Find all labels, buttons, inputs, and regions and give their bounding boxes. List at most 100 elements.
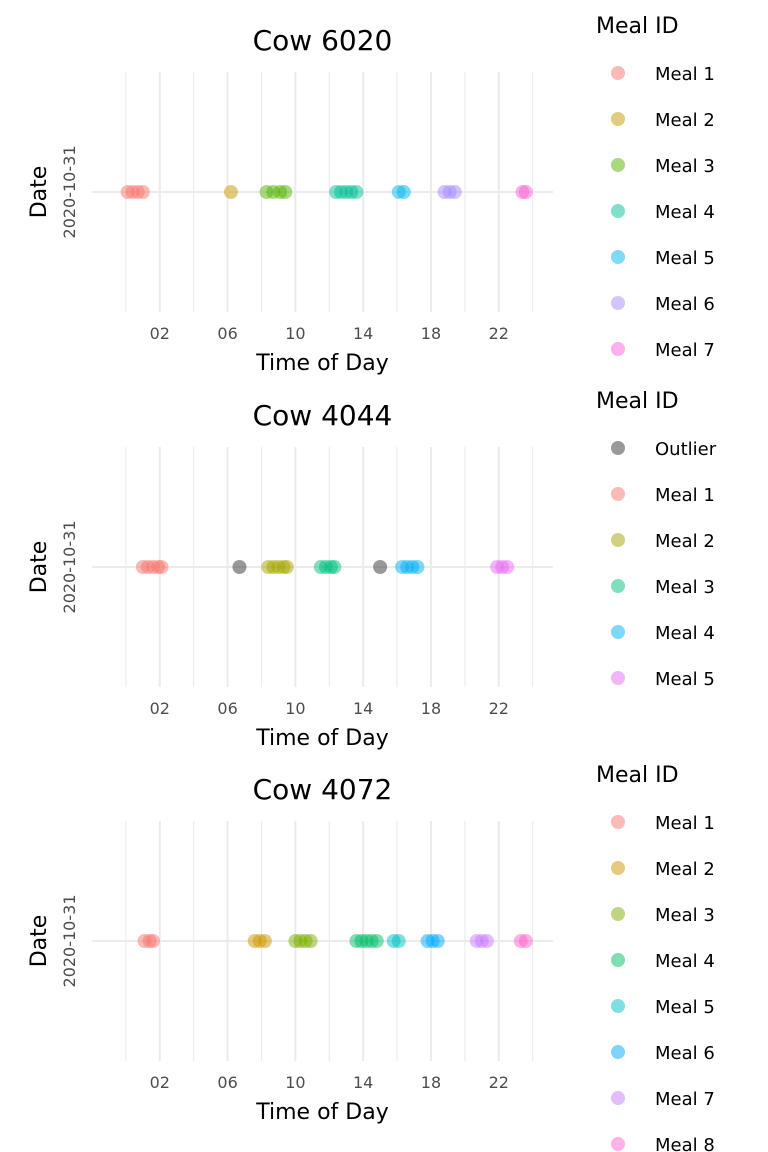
legend-label: Meal 2	[655, 531, 715, 552]
point-meal-8	[518, 934, 533, 948]
y-axis-title: Date	[27, 541, 52, 594]
legend-title: Meal ID	[596, 14, 679, 39]
legend-label: Meal 5	[655, 997, 715, 1018]
y-tick-label: 2020-10-31	[60, 895, 79, 988]
point-meal-6	[430, 934, 445, 948]
chart-title: Cow 4072	[253, 773, 393, 806]
legend-marker	[611, 953, 625, 967]
legend-label: Meal 2	[655, 110, 715, 131]
x-axis-title: Time of Day	[255, 726, 388, 751]
chart-title: Cow 4044	[253, 399, 393, 432]
legend-marker	[611, 907, 625, 921]
point-outlier	[232, 560, 247, 574]
y-axis-title: Date	[27, 915, 52, 968]
x-tick-label: 18	[421, 699, 441, 718]
legend-label: Meal 3	[655, 905, 715, 926]
legend-marker	[611, 487, 625, 501]
legend-label: Meal 3	[655, 577, 715, 598]
grid-lines	[92, 72, 553, 312]
x-tick-label: 22	[489, 324, 509, 343]
legend-marker	[611, 579, 625, 593]
x-tick-label: 14	[353, 699, 373, 718]
legend-label: Meal 5	[655, 669, 715, 690]
legend: Meal ID Outlier Meal 1 Meal 2 Meal 3 Meal 4 Me…	[596, 389, 717, 690]
x-tick-label: 18	[421, 324, 441, 343]
legend-label: Outlier	[655, 439, 717, 460]
point-meal-5	[500, 560, 515, 574]
legend-marker	[611, 112, 625, 126]
point-meal-6	[447, 185, 462, 199]
point-meal-5	[391, 934, 406, 948]
legend-marker	[611, 1045, 625, 1059]
x-tick-label: 10	[285, 324, 305, 343]
legend-marker	[611, 66, 625, 80]
legend-marker	[611, 999, 625, 1013]
data-points	[137, 934, 533, 948]
x-tick-label: 06	[217, 324, 237, 343]
point-meal-2	[279, 560, 294, 574]
data-points	[120, 185, 533, 199]
data-points	[135, 560, 515, 574]
y-tick-label: 2020-10-31	[60, 146, 79, 239]
legend-label: Meal 6	[655, 294, 715, 315]
legend-label: Meal 1	[655, 64, 715, 85]
legend-label: Meal 3	[655, 156, 715, 177]
x-axis-title: Time of Day	[255, 351, 388, 376]
legend-label: Meal 4	[655, 202, 715, 223]
legend-label: Meal 6	[655, 1043, 715, 1064]
legend-marker	[611, 815, 625, 829]
x-tick-label: 14	[353, 1073, 373, 1092]
point-meal-1	[154, 560, 169, 574]
y-axis-title: Date	[27, 166, 52, 219]
point-meal-1	[146, 934, 161, 948]
legend-label: Meal 1	[655, 813, 715, 834]
legend-marker	[611, 625, 625, 639]
point-meal-2	[223, 185, 238, 199]
legend: Meal ID Meal 1 Meal 2 Meal 3 Meal 4 Meal 5 Mea…	[596, 763, 715, 1152]
x-tick-label: 02	[150, 699, 170, 718]
legend-label: Meal 7	[655, 1089, 715, 1110]
panel-2: Cow 4044 02 06 10 14 18 22 Time of Day 2020-10-3…	[27, 389, 717, 751]
legend-marker	[611, 861, 625, 875]
point-meal-4	[349, 185, 364, 199]
x-tick-label: 10	[285, 699, 305, 718]
point-meal-2	[257, 934, 272, 948]
y-tick-label: 2020-10-31	[60, 521, 79, 614]
point-meal-7	[479, 934, 494, 948]
point-meal-4	[369, 934, 384, 948]
legend-marker	[611, 158, 625, 172]
panel-3: Cow 4072 02 06 10 14 18 22 Time of Day 2020-10-3…	[27, 763, 715, 1152]
panel-1: Cow 6020 02 06 10 14 18 22 Time of Day 2020-10-3…	[27, 14, 715, 376]
point-outlier	[373, 560, 388, 574]
x-tick-label: 02	[150, 1073, 170, 1092]
legend-label: Meal 5	[655, 248, 715, 269]
legend-marker	[611, 441, 625, 455]
x-tick-label: 02	[150, 324, 170, 343]
legend-title: Meal ID	[596, 389, 679, 414]
chart-title: Cow 6020	[253, 24, 393, 57]
x-tick-label: 10	[285, 1073, 305, 1092]
legend-marker	[611, 671, 625, 685]
legend-label: Meal 1	[655, 485, 715, 506]
point-meal-3	[278, 185, 293, 199]
legend-marker	[611, 533, 625, 547]
legend: Meal ID Meal 1 Meal 2 Meal 3 Meal 4 Meal 5 Mea…	[596, 14, 715, 361]
legend-label: Meal 7	[655, 340, 715, 361]
legend-label: Meal 2	[655, 859, 715, 880]
point-meal-7	[518, 185, 533, 199]
legend-marker	[611, 342, 625, 356]
legend-title: Meal ID	[596, 763, 679, 788]
point-meal-1	[135, 185, 150, 199]
legend-marker	[611, 1091, 625, 1105]
x-tick-label: 06	[217, 1073, 237, 1092]
legend-marker	[611, 296, 625, 310]
legend-label: Meal 4	[655, 623, 715, 644]
x-axis-title: Time of Day	[255, 1100, 388, 1125]
legend-label: Meal 4	[655, 951, 715, 972]
point-meal-5	[396, 185, 411, 199]
point-meal-3	[303, 934, 318, 948]
legend-marker	[611, 250, 625, 264]
point-meal-3	[327, 560, 342, 574]
legend-label: Meal 8	[655, 1135, 715, 1152]
